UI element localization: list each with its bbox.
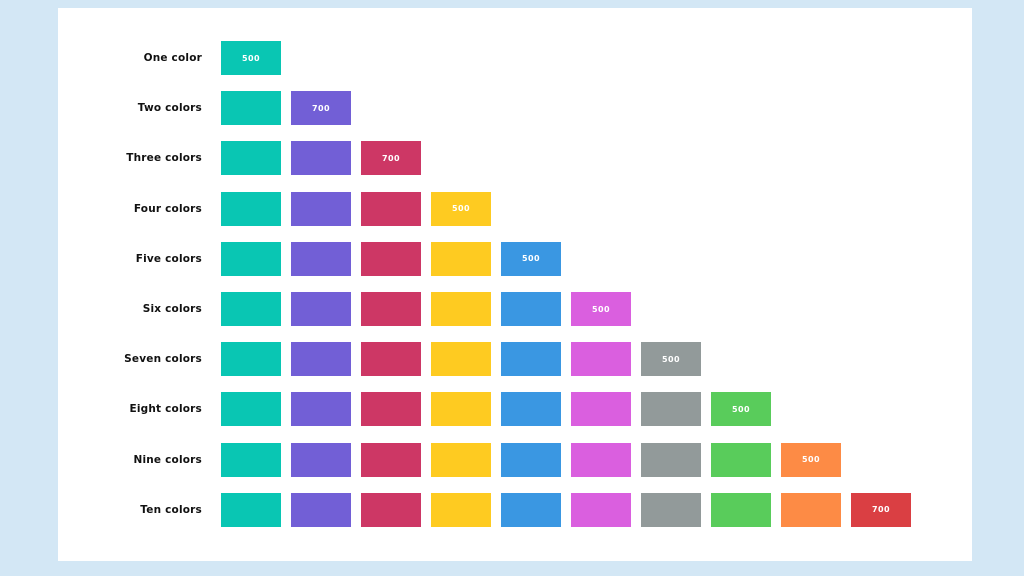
row-label: One color bbox=[143, 52, 202, 64]
shade-label: 700 bbox=[872, 505, 890, 515]
row-label: Nine colors bbox=[133, 453, 202, 466]
color-swatch-magenta bbox=[571, 492, 631, 527]
row-label: Four colors bbox=[133, 202, 202, 215]
color-swatch-yellow bbox=[431, 442, 491, 477]
color-swatch-teal bbox=[221, 241, 281, 276]
color-swatch-blue: 500 bbox=[501, 241, 561, 276]
color-swatch-purple bbox=[291, 141, 351, 176]
palette-row: Five colors 500 bbox=[58, 241, 972, 276]
color-swatch-teal: 500 bbox=[221, 41, 281, 75]
row-label: Three colors bbox=[126, 152, 202, 165]
shade-label: 500 bbox=[592, 304, 610, 314]
shade-label: 700 bbox=[312, 103, 330, 113]
palette-row: Ten colors 700 bbox=[58, 492, 972, 527]
color-swatch-green bbox=[711, 492, 771, 527]
color-swatch-crimson bbox=[361, 342, 421, 377]
color-swatch-teal bbox=[221, 442, 281, 477]
color-swatch-blue bbox=[501, 392, 561, 427]
color-swatch-gray bbox=[641, 492, 701, 527]
palette-row: Seven colors 500 bbox=[58, 342, 972, 377]
row-label: Ten colors bbox=[140, 503, 202, 516]
color-swatch-purple bbox=[291, 492, 351, 527]
color-swatch-blue bbox=[501, 492, 561, 527]
color-swatch-teal bbox=[221, 492, 281, 527]
row-label: Eight colors bbox=[129, 403, 202, 416]
palette-row: Eight colors 500 bbox=[58, 392, 972, 427]
shade-label: 500 bbox=[452, 204, 470, 214]
color-swatch-crimson bbox=[361, 392, 421, 427]
color-swatch-crimson bbox=[361, 241, 421, 276]
color-swatch-teal bbox=[221, 292, 281, 326]
color-swatch-magenta bbox=[571, 342, 631, 377]
color-swatch-yellow: 500 bbox=[431, 191, 491, 226]
shade-label: 500 bbox=[732, 404, 750, 414]
palette-card: One color 500 Two colors 700 Three colors 700… bbox=[58, 8, 972, 561]
color-swatch-yellow bbox=[431, 292, 491, 326]
color-swatch-yellow bbox=[431, 392, 491, 427]
color-swatch-green bbox=[711, 442, 771, 477]
color-swatch-blue bbox=[501, 342, 561, 377]
shade-label: 500 bbox=[242, 53, 260, 63]
color-swatch-orange: 500 bbox=[781, 442, 841, 477]
shade-label: 700 bbox=[382, 153, 400, 163]
color-swatch-purple bbox=[291, 442, 351, 477]
color-swatch-purple bbox=[291, 191, 351, 226]
row-label: Five colors bbox=[135, 252, 202, 265]
shade-label: 500 bbox=[522, 254, 540, 264]
color-swatch-magenta bbox=[571, 392, 631, 427]
color-swatch-crimson bbox=[361, 442, 421, 477]
color-swatch-red: 700 bbox=[851, 492, 911, 527]
color-swatch-orange bbox=[781, 492, 841, 527]
row-label: Two colors bbox=[137, 102, 202, 115]
color-swatch-green: 500 bbox=[711, 392, 771, 427]
color-swatch-crimson: 700 bbox=[361, 141, 421, 176]
color-swatch-gray bbox=[641, 392, 701, 427]
palette-row: Four colors 500 bbox=[58, 191, 972, 226]
color-swatch-magenta bbox=[571, 442, 631, 477]
color-swatch-crimson bbox=[361, 292, 421, 326]
shade-label: 500 bbox=[662, 354, 680, 364]
color-swatch-teal bbox=[221, 91, 281, 126]
palette-row: One color 500 bbox=[58, 41, 972, 75]
color-swatch-yellow bbox=[431, 342, 491, 377]
color-swatch-purple bbox=[291, 392, 351, 427]
color-swatch-blue bbox=[501, 292, 561, 326]
color-swatch-gray: 500 bbox=[641, 342, 701, 377]
color-swatch-crimson bbox=[361, 492, 421, 527]
palette-row: Two colors 700 bbox=[58, 91, 972, 126]
color-swatch-purple bbox=[291, 292, 351, 326]
color-swatch-purple: 700 bbox=[291, 91, 351, 126]
row-label: Six colors bbox=[142, 303, 202, 315]
palette-row: Nine colors 500 bbox=[58, 442, 972, 477]
color-swatch-teal bbox=[221, 191, 281, 226]
shade-label: 500 bbox=[802, 455, 820, 465]
color-swatch-crimson bbox=[361, 191, 421, 226]
color-swatch-purple bbox=[291, 241, 351, 276]
color-swatch-blue bbox=[501, 442, 561, 477]
color-swatch-yellow bbox=[431, 492, 491, 527]
color-swatch-yellow bbox=[431, 241, 491, 276]
color-swatch-purple bbox=[291, 342, 351, 377]
color-swatch-teal bbox=[221, 392, 281, 427]
palette-row: Six colors 500 bbox=[58, 292, 972, 326]
row-label: Seven colors bbox=[124, 353, 202, 366]
palette-row: Three colors 700 bbox=[58, 141, 972, 176]
color-swatch-gray bbox=[641, 442, 701, 477]
color-swatch-magenta: 500 bbox=[571, 292, 631, 326]
color-swatch-teal bbox=[221, 342, 281, 377]
color-swatch-teal bbox=[221, 141, 281, 176]
